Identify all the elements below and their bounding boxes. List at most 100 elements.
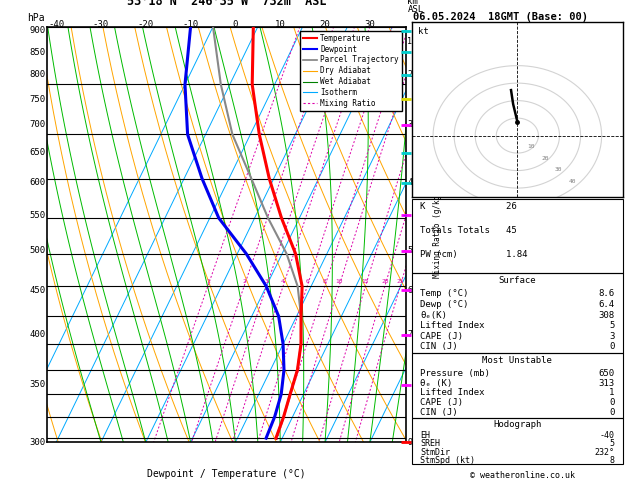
Text: CAPE (J): CAPE (J)	[420, 332, 464, 341]
Text: CAPE (J): CAPE (J)	[420, 398, 464, 407]
Text: Surface: Surface	[499, 276, 536, 285]
Text: 900: 900	[30, 26, 45, 35]
Bar	[412, 418, 623, 464]
Text: Pressure (mb): Pressure (mb)	[420, 369, 490, 378]
Text: 4: 4	[281, 279, 285, 284]
Text: 313: 313	[598, 379, 615, 387]
Text: 8.6: 8.6	[598, 289, 615, 298]
Text: 30: 30	[364, 20, 376, 30]
Text: 600: 600	[30, 178, 45, 187]
Text: -: -	[401, 148, 408, 158]
Text: 500: 500	[30, 246, 45, 256]
Text: km
ASL: km ASL	[408, 0, 423, 14]
Text: -: -	[401, 26, 408, 36]
Text: 25: 25	[396, 279, 404, 284]
Text: 0: 0	[233, 20, 238, 30]
Text: 550: 550	[30, 211, 45, 220]
Text: 06.05.2024  18GMT (Base: 00): 06.05.2024 18GMT (Base: 00)	[413, 12, 587, 22]
Text: Dewp (°C): Dewp (°C)	[420, 300, 469, 309]
Text: 53°18'N  246°35'W  732m  ASL: 53°18'N 246°35'W 732m ASL	[126, 0, 326, 8]
Text: 6: 6	[305, 279, 309, 284]
Text: 700: 700	[30, 121, 45, 129]
Text: 7: 7	[408, 330, 413, 339]
Text: -: -	[401, 47, 408, 57]
Text: 5: 5	[609, 321, 615, 330]
Text: Lifted Index: Lifted Index	[420, 388, 485, 398]
Text: 0: 0	[609, 408, 615, 417]
Text: -: -	[401, 178, 408, 188]
Text: 1LCL: 1LCL	[408, 37, 428, 46]
Text: 15: 15	[362, 279, 369, 284]
Text: 308: 308	[598, 311, 615, 319]
Text: 20: 20	[320, 20, 330, 30]
Text: 450: 450	[30, 286, 45, 295]
Text: -: -	[401, 70, 408, 80]
Text: 5: 5	[610, 439, 615, 448]
Text: θₑ (K): θₑ (K)	[420, 379, 453, 387]
Text: 1: 1	[206, 279, 209, 284]
Text: 800: 800	[30, 70, 45, 80]
Text: 0: 0	[609, 398, 615, 407]
Text: 20: 20	[541, 156, 548, 161]
Text: Mixing Ratio (g/kg): Mixing Ratio (g/kg)	[433, 191, 442, 278]
Text: -40: -40	[48, 20, 64, 30]
Text: 850: 850	[30, 48, 45, 57]
Text: 2: 2	[408, 70, 413, 80]
Text: © weatheronline.co.uk: © weatheronline.co.uk	[470, 471, 574, 480]
Text: 350: 350	[30, 380, 45, 389]
Text: K               26: K 26	[420, 202, 517, 211]
Text: -: -	[401, 246, 408, 256]
Text: 5: 5	[408, 246, 413, 256]
Text: Hodograph: Hodograph	[493, 420, 542, 430]
Text: -30: -30	[93, 20, 109, 30]
Text: -40: -40	[599, 431, 615, 440]
Text: 650: 650	[598, 369, 615, 378]
Text: 40: 40	[569, 178, 576, 184]
Text: 2: 2	[242, 279, 246, 284]
Text: θₑ(K): θₑ(K)	[420, 311, 447, 319]
Text: 1: 1	[609, 388, 615, 398]
Text: 6: 6	[408, 286, 413, 295]
Text: -: -	[401, 330, 408, 340]
Text: 10: 10	[335, 279, 343, 284]
Text: 0: 0	[609, 342, 615, 351]
Bar	[412, 274, 623, 353]
Text: -20: -20	[138, 20, 154, 30]
Text: CIN (J): CIN (J)	[420, 408, 458, 417]
Text: -: -	[401, 380, 408, 390]
Text: SREH: SREH	[420, 439, 440, 448]
Text: 9: 9	[408, 438, 413, 447]
Bar	[412, 199, 623, 274]
Text: Temp (°C): Temp (°C)	[420, 289, 469, 298]
Text: -: -	[401, 94, 408, 104]
Text: -: -	[401, 285, 408, 295]
Text: 650: 650	[30, 148, 45, 157]
Text: 232°: 232°	[594, 448, 615, 456]
Text: EH: EH	[420, 431, 430, 440]
Text: kt: kt	[418, 27, 429, 36]
Text: 8: 8	[610, 456, 615, 465]
Text: PW (cm)         1.84: PW (cm) 1.84	[420, 250, 528, 259]
Bar	[412, 353, 623, 418]
Text: Dewpoint / Temperature (°C): Dewpoint / Temperature (°C)	[147, 469, 306, 479]
Text: 8: 8	[323, 279, 326, 284]
Text: 300: 300	[30, 438, 45, 447]
Text: 4: 4	[408, 178, 413, 187]
Text: Lifted Index: Lifted Index	[420, 321, 485, 330]
Text: 10: 10	[527, 144, 535, 150]
Text: hPa: hPa	[28, 13, 45, 22]
Text: StmSpd (kt): StmSpd (kt)	[420, 456, 476, 465]
Text: 6.4: 6.4	[598, 300, 615, 309]
Text: 3: 3	[609, 332, 615, 341]
Text: -: -	[401, 437, 408, 447]
Text: 20: 20	[381, 279, 389, 284]
Text: 30: 30	[555, 167, 562, 172]
Legend: Temperature, Dewpoint, Parcel Trajectory, Dry Adiabat, Wet Adiabat, Isotherm, Mi: Temperature, Dewpoint, Parcel Trajectory…	[300, 31, 402, 111]
Text: 3: 3	[265, 279, 269, 284]
Text: -: -	[401, 120, 408, 130]
Text: 400: 400	[30, 330, 45, 339]
Text: StmDir: StmDir	[420, 448, 450, 456]
Text: -10: -10	[182, 20, 199, 30]
Text: 3: 3	[408, 121, 413, 129]
Text: -: -	[401, 210, 408, 220]
